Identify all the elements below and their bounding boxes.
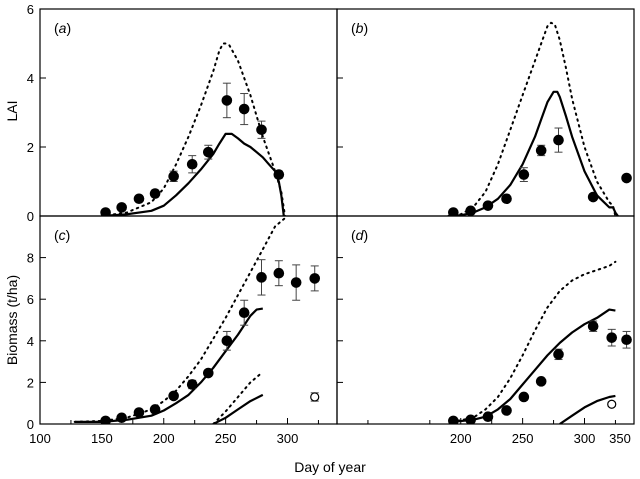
y-axis-title-lai: LAI bbox=[4, 100, 20, 121]
series-line-solid bbox=[101, 132, 285, 216]
data-point bbox=[273, 169, 285, 180]
data-point bbox=[290, 277, 302, 288]
series-line-dotted bbox=[73, 216, 289, 423]
data-point bbox=[621, 172, 632, 184]
data-point bbox=[553, 349, 564, 360]
data-point bbox=[518, 391, 530, 403]
series-line-dotted bbox=[447, 21, 617, 216]
data-point bbox=[238, 307, 250, 319]
panels: 0 2 4 6 (a) (b) 0 2 4 6 8 100 150 200 250 300 (c) 200 250 3… bbox=[27, 2, 635, 446]
series-line-solid bbox=[212, 393, 264, 424]
data-point bbox=[606, 332, 618, 343]
data-point bbox=[535, 376, 547, 387]
data-point bbox=[256, 124, 267, 136]
data-point bbox=[133, 193, 145, 205]
data-point bbox=[221, 335, 233, 347]
y-tick-label: 4 bbox=[27, 334, 34, 349]
data-point bbox=[587, 320, 599, 332]
series-line-dotted bbox=[100, 42, 286, 216]
data-point bbox=[100, 207, 111, 216]
data-point-grain bbox=[607, 399, 617, 409]
y-tick-label: 4 bbox=[27, 71, 34, 86]
series-line-solid bbox=[559, 394, 616, 424]
data-point bbox=[149, 188, 161, 199]
panel-b: (b) bbox=[336, 8, 635, 217]
series-line-dotted bbox=[212, 371, 264, 424]
series-line-solid bbox=[74, 307, 263, 423]
data-point bbox=[186, 158, 198, 170]
data-point bbox=[116, 412, 127, 424]
data-point bbox=[100, 415, 111, 424]
data-point bbox=[168, 171, 179, 182]
data-point bbox=[587, 191, 599, 203]
x-tick-label: 200 bbox=[450, 431, 472, 446]
plot-area bbox=[448, 260, 632, 424]
data-point bbox=[116, 202, 127, 213]
x-tick-label: 200 bbox=[153, 431, 175, 446]
data-point bbox=[621, 334, 632, 346]
panel-frame bbox=[39, 8, 338, 217]
x-tick-label: 250 bbox=[512, 431, 534, 446]
data-point bbox=[465, 414, 476, 424]
data-point bbox=[448, 415, 459, 424]
data-point bbox=[482, 200, 494, 211]
y-tick-label: 6 bbox=[27, 292, 34, 307]
data-point bbox=[203, 146, 214, 158]
plot-area bbox=[73, 216, 321, 424]
y-tick-label: 6 bbox=[27, 2, 34, 17]
data-point bbox=[535, 145, 547, 156]
data-point bbox=[203, 367, 214, 379]
panel-label: (a) bbox=[54, 20, 71, 36]
x-tick-label: 300 bbox=[574, 431, 596, 446]
data-point bbox=[238, 103, 250, 115]
x-axis-title: Day of year bbox=[294, 459, 366, 475]
x-tick-label: 350 bbox=[609, 431, 631, 446]
data-point bbox=[501, 193, 512, 205]
y-tick-label: 2 bbox=[27, 140, 34, 155]
data-point bbox=[168, 390, 179, 402]
data-point bbox=[501, 405, 512, 416]
x-tick-label: 250 bbox=[215, 431, 237, 446]
data-point-grain bbox=[310, 392, 320, 402]
data-point bbox=[256, 272, 267, 283]
data-point bbox=[149, 404, 161, 415]
y-tick-label: 0 bbox=[27, 417, 34, 432]
y-tick-label: 0 bbox=[27, 209, 34, 224]
plot-area bbox=[447, 21, 632, 216]
data-point bbox=[133, 407, 145, 418]
panel-label: (d) bbox=[351, 227, 368, 243]
data-point bbox=[309, 273, 321, 284]
panel-frame bbox=[336, 8, 635, 217]
x-tick-label: 150 bbox=[91, 431, 113, 446]
plot-area bbox=[100, 42, 286, 216]
data-point bbox=[221, 95, 233, 106]
data-point bbox=[448, 207, 459, 216]
data-point bbox=[482, 411, 494, 423]
x-tick-label: 300 bbox=[277, 431, 299, 446]
panel-frame bbox=[336, 215, 635, 425]
panel-a: 0 2 4 6 (a) bbox=[27, 2, 338, 224]
y-tick-label: 8 bbox=[27, 251, 34, 266]
y-axis-title-biomass: Biomass (t/ha) bbox=[4, 275, 20, 365]
panel-label: (b) bbox=[351, 20, 368, 36]
panel-d: 200 250 300 350 (d) bbox=[336, 215, 635, 446]
series-line-dotted bbox=[451, 260, 617, 423]
data-point bbox=[553, 134, 564, 146]
panel-label: (c) bbox=[54, 227, 70, 243]
data-point bbox=[518, 169, 530, 180]
data-point bbox=[465, 205, 476, 216]
data-point bbox=[186, 379, 198, 390]
panel-c: 0 2 4 6 8 100 150 200 250 300 (c) bbox=[27, 215, 338, 446]
data-point bbox=[273, 267, 285, 279]
panel-frame bbox=[39, 215, 338, 425]
y-tick-label: 2 bbox=[27, 375, 34, 390]
x-tick-label: 100 bbox=[29, 431, 51, 446]
